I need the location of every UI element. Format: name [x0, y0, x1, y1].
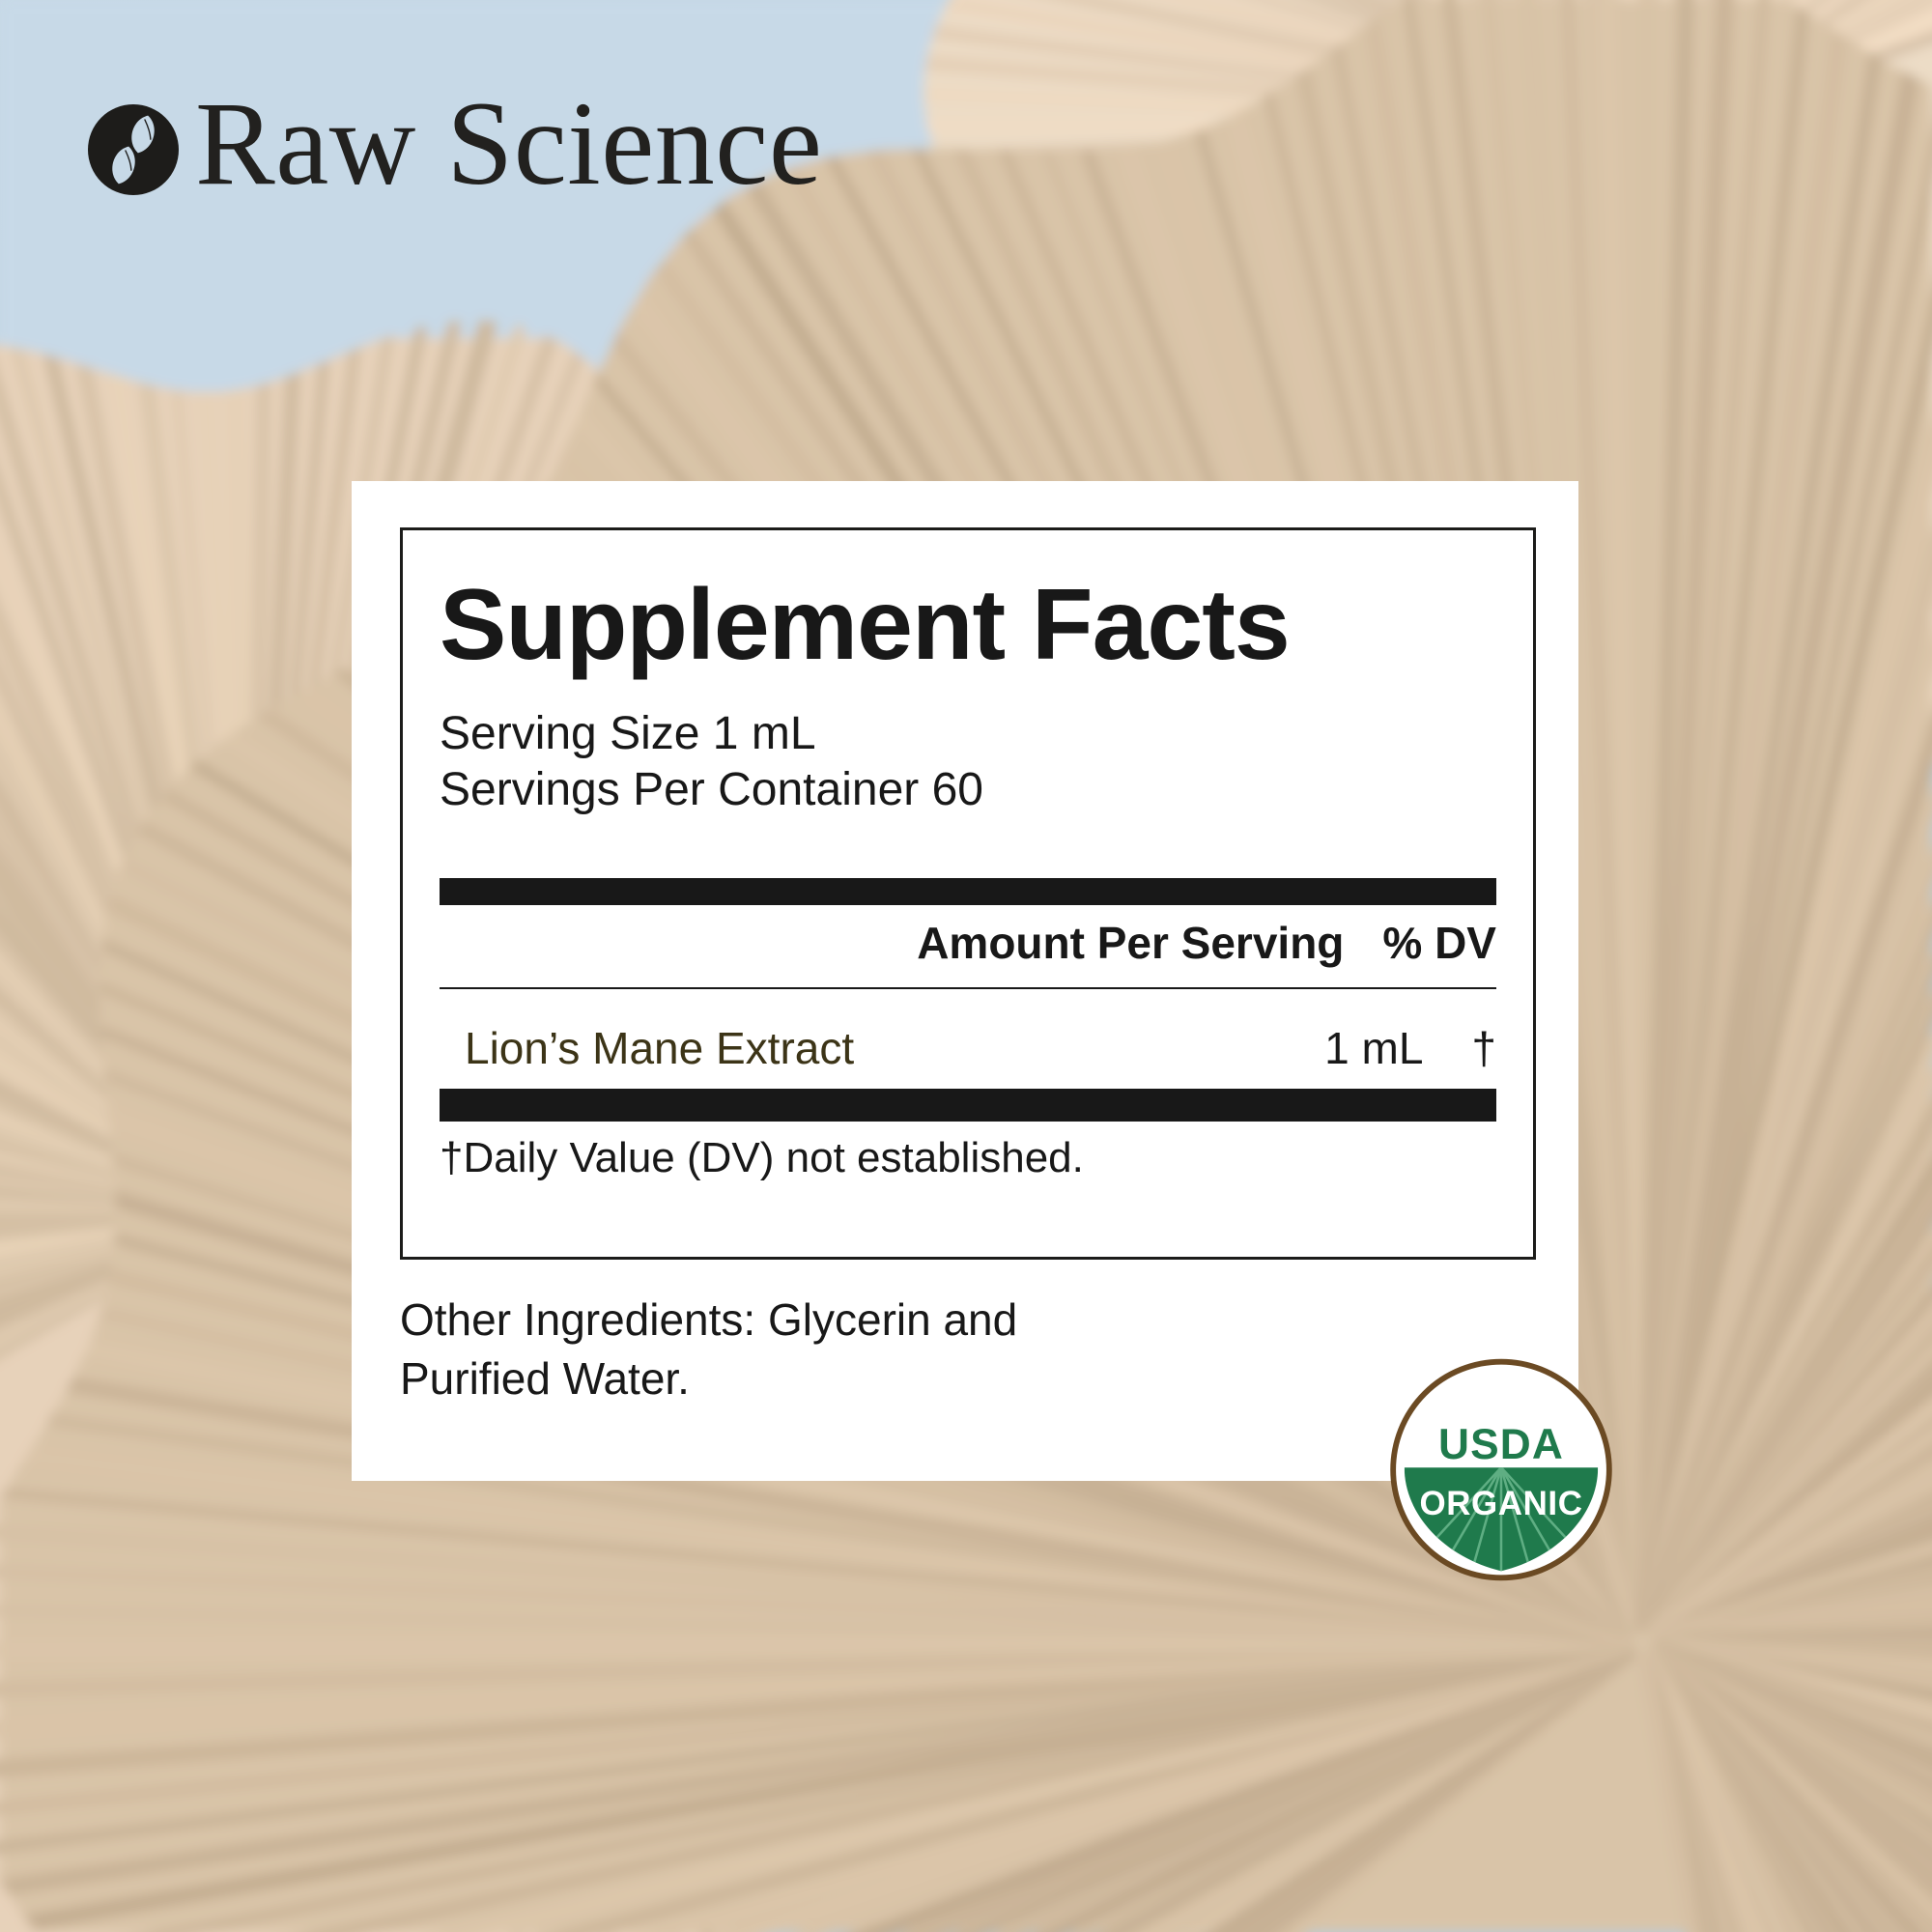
- svg-text:ORGANIC: ORGANIC: [1419, 1485, 1582, 1522]
- svg-text:USDA: USDA: [1438, 1421, 1564, 1468]
